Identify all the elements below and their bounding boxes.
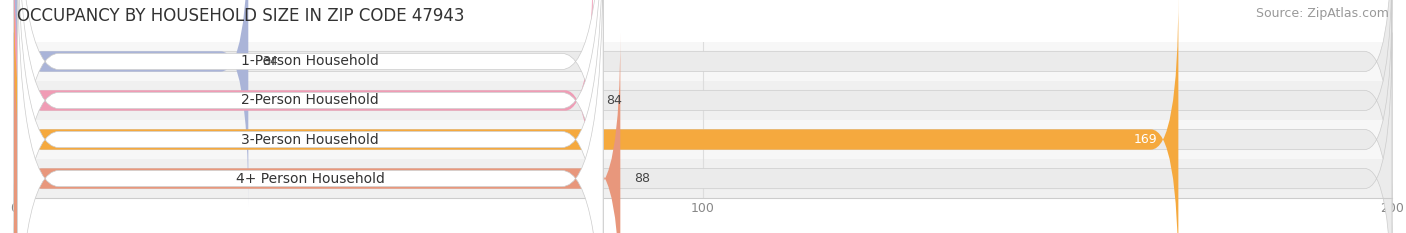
FancyBboxPatch shape bbox=[17, 0, 603, 233]
Text: OCCUPANCY BY HOUSEHOLD SIZE IN ZIP CODE 47943: OCCUPANCY BY HOUSEHOLD SIZE IN ZIP CODE … bbox=[17, 7, 464, 25]
Text: 34: 34 bbox=[262, 55, 278, 68]
FancyBboxPatch shape bbox=[14, 33, 620, 233]
FancyBboxPatch shape bbox=[17, 0, 603, 233]
Text: 2-Person Household: 2-Person Household bbox=[242, 93, 380, 107]
Text: 169: 169 bbox=[1135, 133, 1157, 146]
Text: 84: 84 bbox=[606, 94, 623, 107]
Bar bbox=[14, 159, 1392, 198]
FancyBboxPatch shape bbox=[14, 0, 1392, 233]
FancyBboxPatch shape bbox=[17, 0, 603, 233]
Bar bbox=[14, 42, 1392, 81]
FancyBboxPatch shape bbox=[14, 33, 1392, 233]
Text: 1-Person Household: 1-Person Household bbox=[242, 55, 380, 69]
FancyBboxPatch shape bbox=[14, 0, 1392, 207]
FancyBboxPatch shape bbox=[14, 0, 1178, 233]
FancyBboxPatch shape bbox=[14, 0, 593, 233]
Text: 3-Person Household: 3-Person Household bbox=[242, 133, 380, 147]
FancyBboxPatch shape bbox=[14, 0, 249, 207]
FancyBboxPatch shape bbox=[14, 0, 1392, 233]
Text: Source: ZipAtlas.com: Source: ZipAtlas.com bbox=[1256, 7, 1389, 20]
Text: 4+ Person Household: 4+ Person Household bbox=[236, 171, 385, 185]
Bar bbox=[14, 120, 1392, 159]
FancyBboxPatch shape bbox=[17, 0, 603, 233]
Bar bbox=[14, 81, 1392, 120]
Text: 88: 88 bbox=[634, 172, 650, 185]
